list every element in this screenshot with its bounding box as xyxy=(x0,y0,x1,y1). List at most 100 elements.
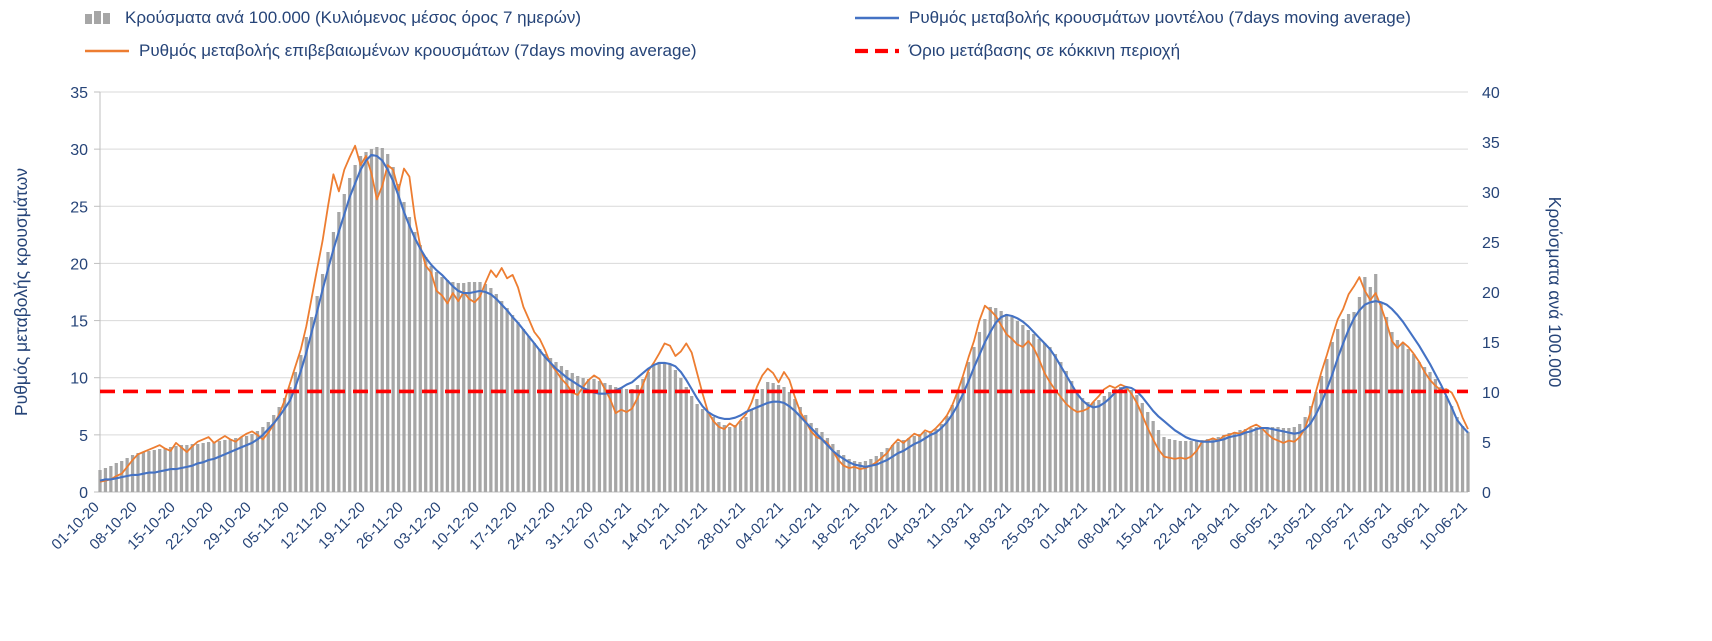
bar xyxy=(1336,329,1340,492)
bar xyxy=(836,450,840,492)
bar xyxy=(907,438,911,492)
left-axis-tick-label: 35 xyxy=(70,85,88,102)
bar xyxy=(369,149,374,492)
model-line-swatch-icon xyxy=(855,10,899,26)
bar xyxy=(521,329,526,492)
bar xyxy=(1384,317,1389,492)
bar xyxy=(1325,359,1329,492)
bar xyxy=(728,427,732,492)
bar xyxy=(939,424,944,492)
legend-label-cases-per-100k: Κρούσματα ανά 100.000 (Κυλιόμενος μέσος … xyxy=(125,8,582,27)
bar xyxy=(624,389,629,492)
bar xyxy=(1037,339,1041,492)
bar xyxy=(1151,421,1155,492)
bar xyxy=(581,378,585,492)
bar xyxy=(798,407,802,492)
bar xyxy=(554,362,558,492)
bar xyxy=(413,232,417,492)
bar xyxy=(250,434,254,492)
bar xyxy=(814,428,819,492)
bar xyxy=(776,385,781,492)
bar xyxy=(489,288,493,492)
bar xyxy=(1200,440,1204,492)
bar xyxy=(1346,314,1351,492)
bar xyxy=(293,372,298,492)
bar xyxy=(234,438,238,492)
bar xyxy=(1287,428,1291,492)
left-axis-tick-label: 0 xyxy=(79,485,88,502)
bar xyxy=(722,425,726,492)
bar xyxy=(223,440,227,492)
left-axis-tick-label: 5 xyxy=(79,428,88,445)
bar xyxy=(657,362,661,492)
bar xyxy=(304,337,308,492)
bar xyxy=(1395,340,1400,492)
bar xyxy=(1064,371,1068,492)
left-axis-tick-label: 20 xyxy=(70,256,88,273)
bar xyxy=(1439,387,1443,492)
bar xyxy=(1417,362,1421,492)
right-axis-tick-label: 30 xyxy=(1482,185,1500,202)
right-axis-tick-label: 35 xyxy=(1482,135,1500,152)
bar xyxy=(1146,412,1150,492)
bar xyxy=(885,448,889,492)
bar xyxy=(1281,428,1286,492)
bar xyxy=(1455,417,1459,492)
right-axis-tick-label: 0 xyxy=(1482,485,1491,502)
bar xyxy=(429,266,433,492)
bar xyxy=(847,459,851,492)
bar xyxy=(1466,432,1470,492)
right-axis-tick-label: 40 xyxy=(1482,85,1500,102)
bar xyxy=(820,432,824,492)
bar xyxy=(1053,354,1058,492)
bar xyxy=(483,284,488,492)
bar xyxy=(1118,387,1123,492)
bar xyxy=(1308,406,1313,492)
bar xyxy=(934,429,938,492)
bar xyxy=(1113,389,1117,492)
bar xyxy=(614,387,618,492)
bar xyxy=(1249,428,1253,492)
bar xyxy=(809,423,813,492)
bar xyxy=(337,212,341,492)
bar xyxy=(825,438,830,492)
bar xyxy=(994,308,998,492)
bar xyxy=(206,442,211,492)
bar xyxy=(766,382,770,492)
bar xyxy=(418,245,422,492)
bar xyxy=(1102,396,1106,492)
bar xyxy=(858,462,862,492)
bar xyxy=(527,336,531,492)
bar xyxy=(787,392,792,492)
bar xyxy=(874,456,878,492)
bar xyxy=(1227,433,1231,492)
bar xyxy=(1194,441,1199,492)
bar xyxy=(1276,427,1280,492)
bar xyxy=(1352,312,1356,492)
bar xyxy=(261,427,265,492)
bar xyxy=(1140,403,1144,492)
bar xyxy=(299,355,303,492)
bar xyxy=(1265,427,1269,492)
bar xyxy=(570,373,574,492)
bar xyxy=(1422,367,1427,492)
bar xyxy=(228,439,232,492)
bar xyxy=(1357,297,1362,492)
bar xyxy=(548,358,553,492)
bar xyxy=(1070,381,1074,492)
bar xyxy=(538,349,542,492)
bar xyxy=(315,296,319,492)
bar xyxy=(918,434,922,492)
bar xyxy=(424,257,428,492)
bar xyxy=(717,422,721,492)
bar xyxy=(1124,387,1128,492)
left-axis-tick-label: 25 xyxy=(70,199,88,216)
bar xyxy=(348,178,352,492)
bar xyxy=(1156,430,1161,492)
bar xyxy=(1341,319,1345,492)
bar xyxy=(244,436,249,492)
bar xyxy=(1374,274,1378,492)
bar xyxy=(1260,427,1264,492)
bar xyxy=(1292,427,1296,492)
